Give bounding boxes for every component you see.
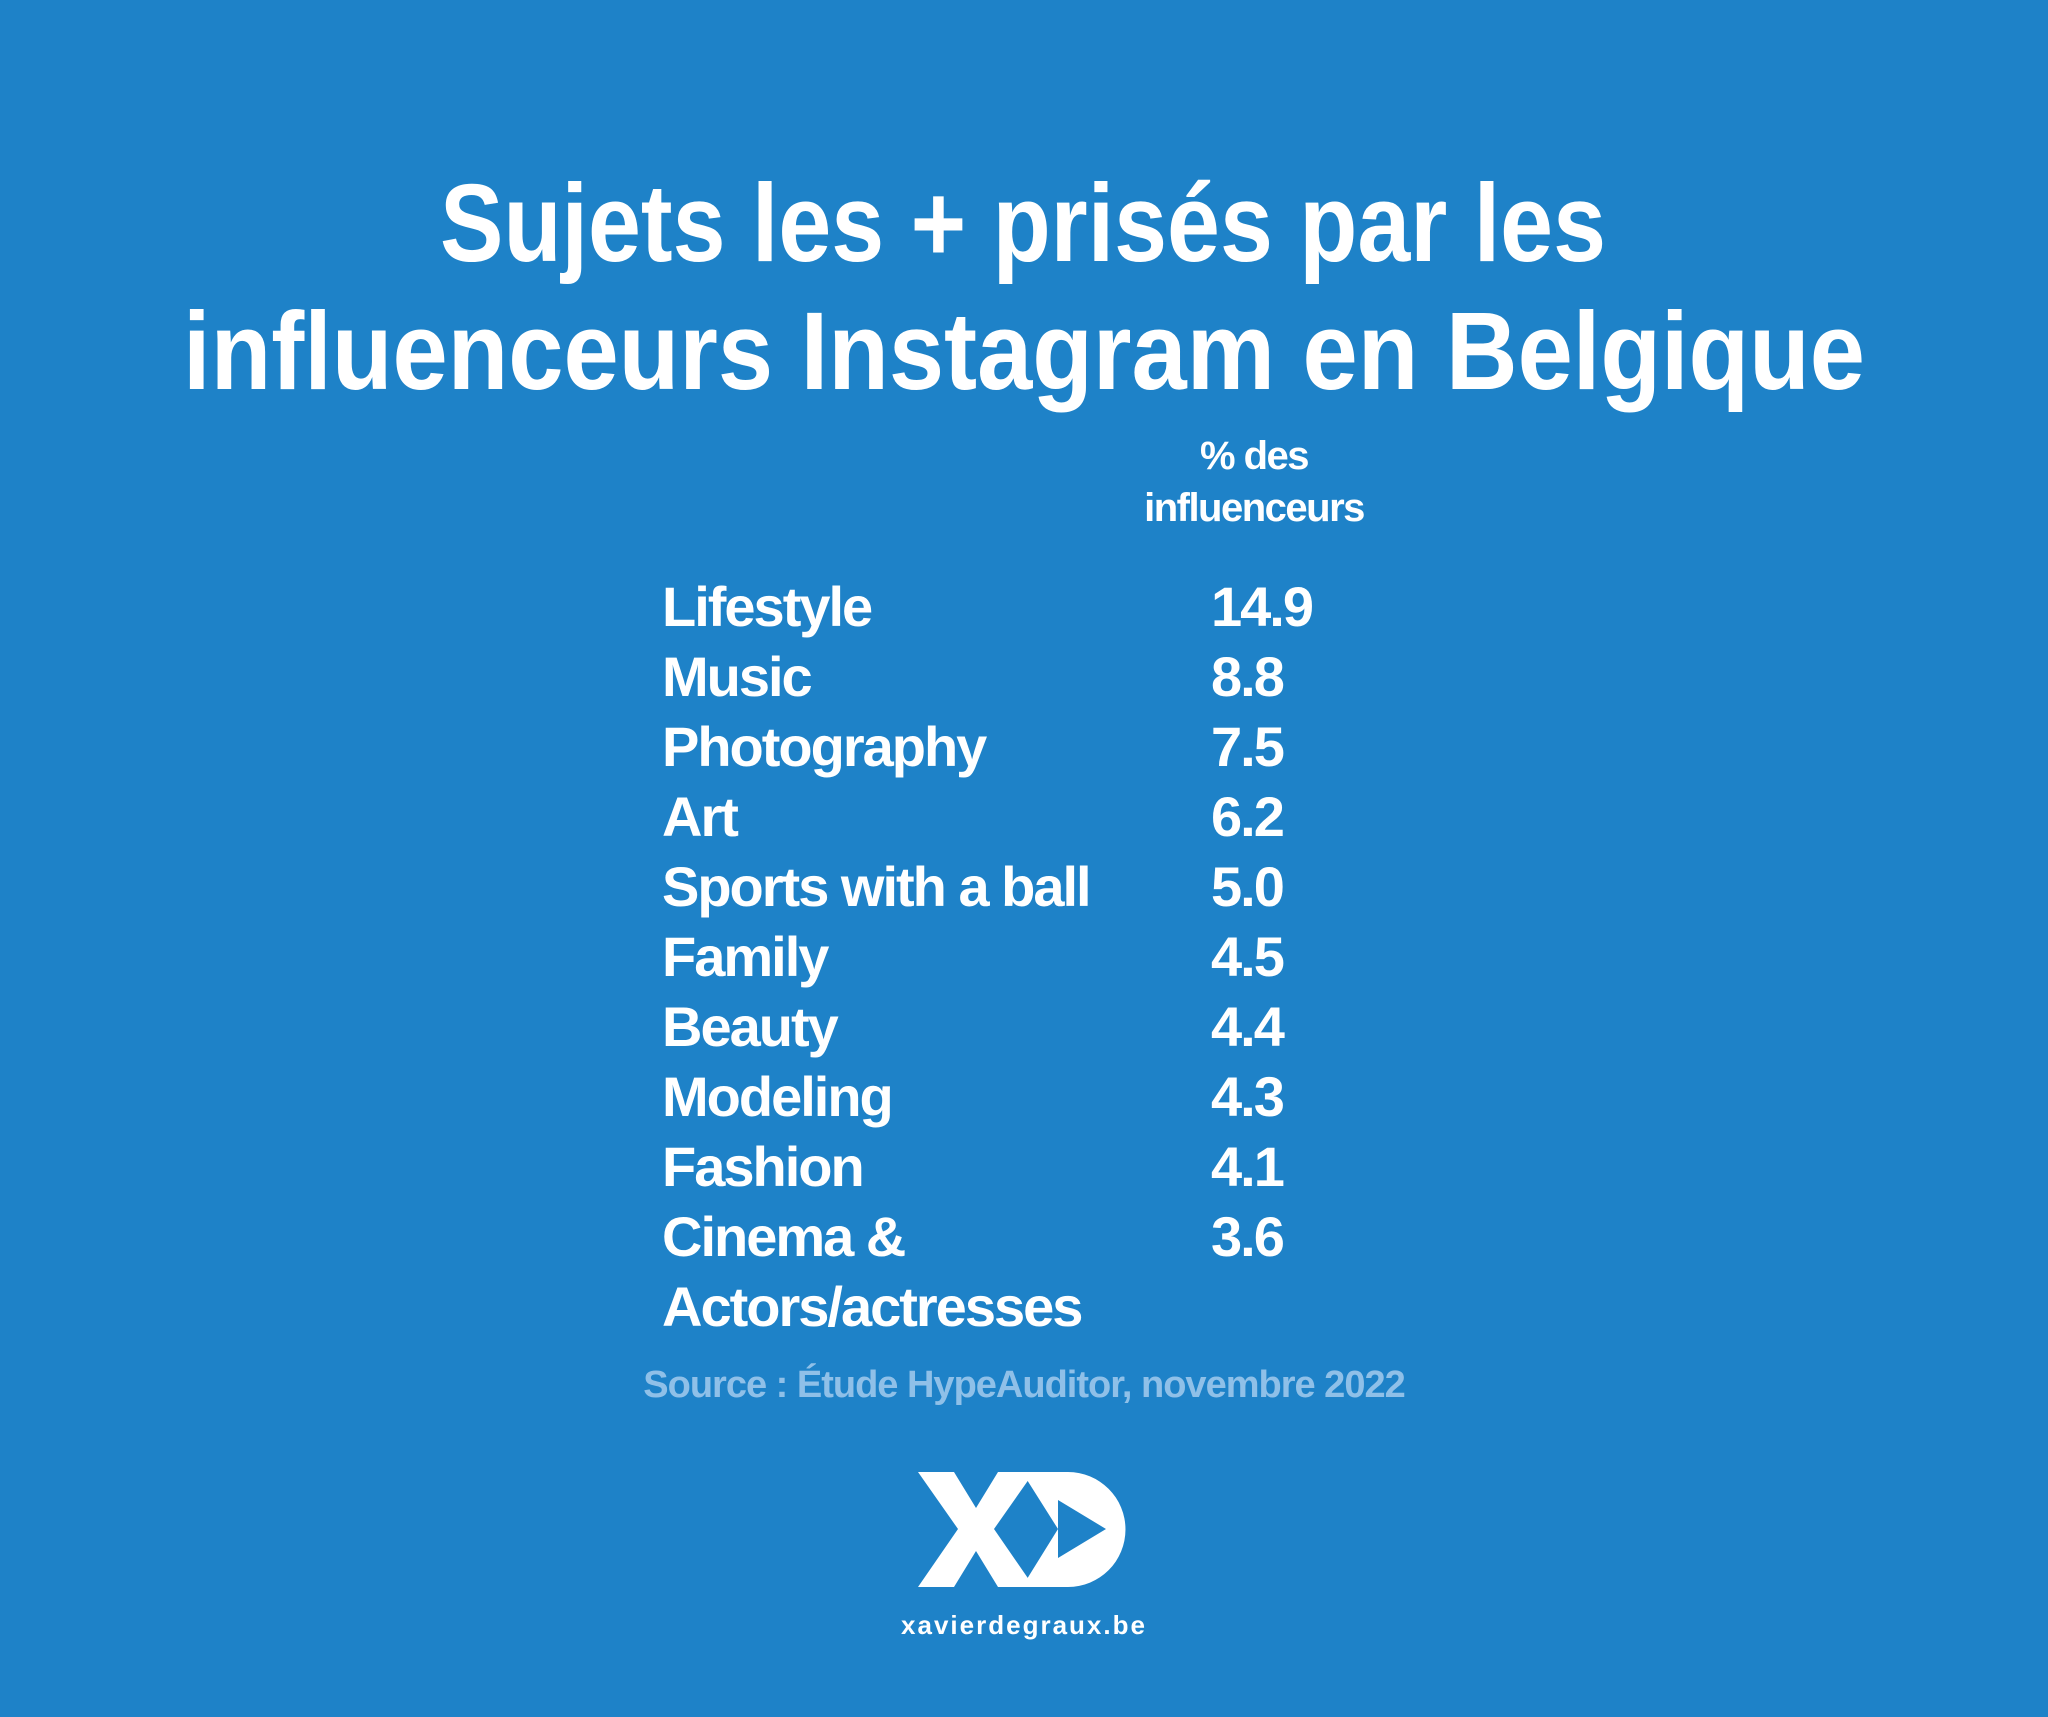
table-row: Fashion 4.1 — [662, 1132, 1411, 1202]
table-row: Photography 7.5 — [662, 712, 1411, 782]
topic-label: Family — [662, 925, 829, 988]
topic-label: Photography — [662, 715, 987, 778]
logo — [918, 1472, 1126, 1587]
title-line: Sujets les + prisés par les — [440, 162, 1606, 285]
topic-label: Sports with a ball — [662, 855, 1092, 918]
topic-label: Art — [662, 785, 739, 848]
topic-label: Fashion — [662, 1135, 865, 1198]
table-row: Lifestyle 14.9 — [662, 572, 1411, 642]
column-header: influenceurs — [1144, 486, 1365, 530]
logo-x — [918, 1472, 1034, 1587]
percent-value: 7.5 — [1211, 715, 1285, 778]
table-row: Sports with a ball 5.0 — [662, 852, 1411, 922]
percent-value: 4.5 — [1211, 925, 1285, 988]
percent-value: 8.8 — [1211, 645, 1285, 708]
table: Lifestyle 14.9 Music 8.8 Photography 7.5 Art 6.… — [662, 572, 1411, 1342]
table-row: Music 8.8 — [662, 642, 1411, 712]
topic-label: Lifestyle — [662, 575, 873, 638]
website: xavierdegraux.be — [901, 1610, 1147, 1640]
percent-value: 4.3 — [1211, 1065, 1285, 1128]
percent-value: 4.1 — [1211, 1135, 1285, 1198]
table-row: Family 4.5 — [662, 922, 1411, 992]
table-row: Modeling 4.3 — [662, 1062, 1411, 1132]
topic-label: Music — [662, 645, 813, 708]
title-block: Sujets les + prisés par les influenceurs… — [183, 162, 1865, 413]
column-header: % des — [1199, 434, 1310, 478]
logo-play — [1058, 1500, 1106, 1558]
table-row: Cinema & Actors/actresses 3.6 — [662, 1202, 1411, 1342]
percent-value: 4.4 — [1211, 995, 1285, 1058]
table-row: Art 6.2 — [662, 782, 1411, 852]
percent-value: 6.2 — [1211, 785, 1285, 848]
topic-label: Beauty — [662, 995, 839, 1058]
percent-value: 3.6 — [1211, 1205, 1285, 1268]
title-line: influenceurs Instagram en Belgique — [183, 290, 1865, 413]
source: Source : Étude HypeAuditor, novembre 202… — [643, 1364, 1405, 1406]
topic-label: Cinema & Actors/actresses — [662, 1205, 1083, 1338]
percent-value: 5.0 — [1211, 855, 1285, 918]
percent-value: 14.9 — [1211, 575, 1314, 638]
topic-label: Modeling — [662, 1065, 894, 1128]
table-row: Beauty 4.4 — [662, 992, 1411, 1062]
